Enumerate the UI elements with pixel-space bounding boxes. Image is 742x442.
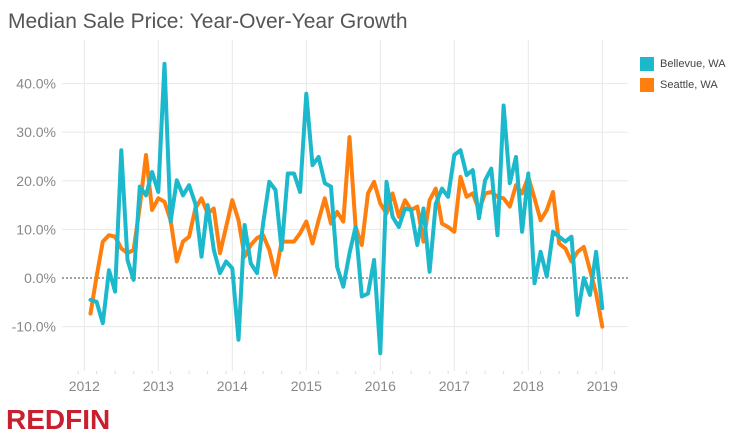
legend-swatch-bellevue [640,56,654,71]
x-tick-label: 2014 [217,378,248,394]
chart-title: Median Sale Price: Year-Over-Year Growth [8,10,408,33]
legend-label-seattle: Seattle, WA [660,78,718,91]
x-tick-label: 2018 [513,378,544,394]
legend-swatch-seattle [640,77,654,92]
y-tick-label: 20.0% [16,173,56,189]
x-tick-label: 2012 [69,378,100,394]
x-tick-label: 2015 [291,378,322,394]
y-tick-label: 30.0% [16,124,56,140]
x-tick-label: 2019 [587,378,618,394]
x-tick-label: 2013 [143,378,174,394]
legend-item-seattle[interactable]: Seattle, WA [640,74,726,95]
redfin-logo: REDFIN [6,404,111,435]
x-tick-label: 2017 [439,378,470,394]
y-tick-label: 40.0% [16,76,56,92]
x-tick-label: 2016 [365,378,396,394]
y-tick-label: -10.0% [12,319,56,335]
series-line-bellevue [88,61,605,356]
y-tick-label: 0.0% [24,270,56,286]
y-tick-label: 10.0% [16,221,56,237]
legend: Bellevue, WA Seattle, WA [640,53,726,95]
legend-label-bellevue: Bellevue, WA [660,57,726,70]
legend-item-bellevue[interactable]: Bellevue, WA [640,53,726,74]
